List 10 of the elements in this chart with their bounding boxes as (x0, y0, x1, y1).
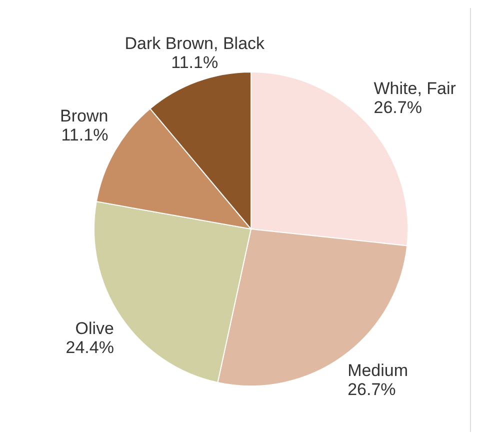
slice-label: Dark Brown, Black (124, 34, 266, 54)
data-label: 24.4% (66, 338, 114, 358)
slice-label: Medium (348, 360, 408, 380)
data-label: 26.7% (348, 380, 396, 399)
data-label: 26.7% (374, 98, 422, 117)
slice-label: Olive (75, 319, 114, 338)
data-label: 11.1% (171, 53, 218, 72)
data-label: 11.1% (61, 126, 108, 145)
slice-label: Brown (60, 106, 108, 126)
slice-label: White, Fair (374, 78, 456, 98)
